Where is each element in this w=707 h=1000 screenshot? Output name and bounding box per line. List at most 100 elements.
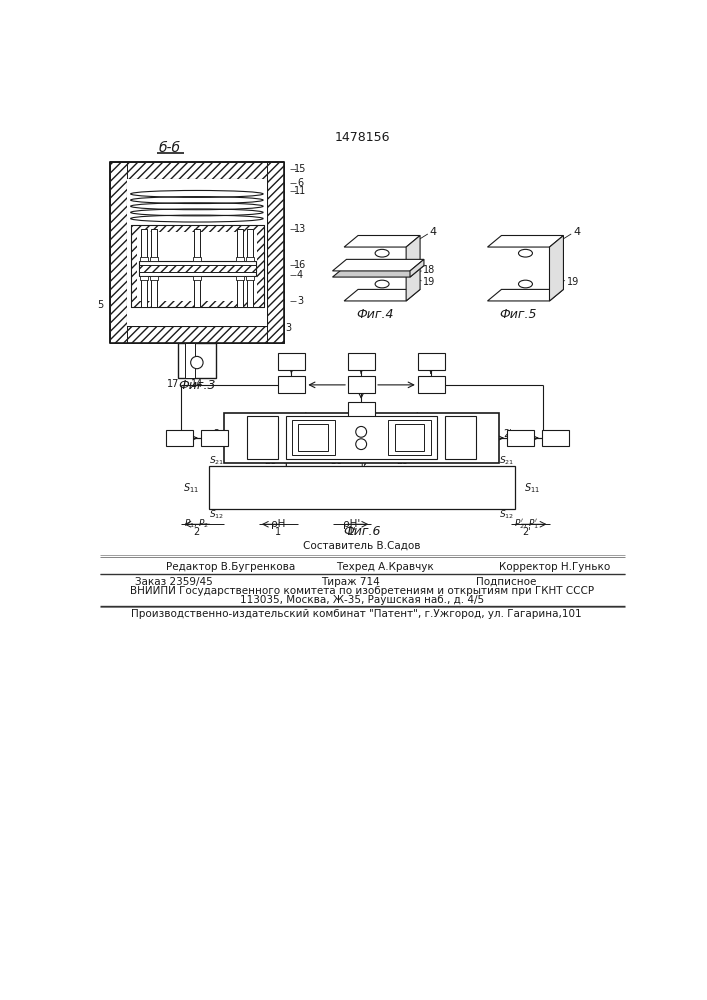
Text: Фиг.6: Фиг.6	[343, 525, 380, 538]
Ellipse shape	[375, 280, 389, 288]
Text: 25: 25	[207, 433, 221, 443]
Text: 18: 18	[340, 440, 351, 449]
Text: ρH: ρH	[271, 519, 286, 529]
Text: 4: 4	[430, 227, 437, 237]
Text: 3: 3	[285, 323, 291, 333]
Bar	[279, 353, 305, 370]
Bar	[151, 276, 158, 280]
Text: 2': 2'	[522, 527, 531, 537]
Text: 30: 30	[330, 456, 342, 466]
Text: 3: 3	[297, 296, 303, 306]
Bar	[298, 424, 328, 451]
Polygon shape	[344, 289, 420, 301]
Bar	[247, 416, 279, 459]
Text: Фиг.5: Фиг.5	[500, 308, 537, 321]
Text: Техред А.Кравчук: Техред А.Кравчук	[337, 562, 434, 572]
Text: 17: 17	[168, 379, 180, 389]
Bar	[151, 229, 158, 307]
Bar	[542, 430, 569, 446]
Text: 26: 26	[354, 405, 368, 415]
Text: 6: 6	[297, 178, 303, 188]
Bar	[348, 376, 375, 393]
Text: $S_{22}$: $S_{22}$	[226, 475, 241, 489]
Text: $Ce$: $Ce$	[226, 488, 240, 500]
Text: 1': 1'	[359, 462, 368, 472]
Text: $-j\beta\ell_2$: $-j\beta\ell_2$	[376, 475, 401, 488]
Bar	[292, 420, 335, 455]
Text: 14: 14	[191, 379, 203, 389]
Polygon shape	[410, 259, 424, 277]
Text: $C_0$: $C_0$	[382, 488, 395, 500]
Text: 1': 1'	[348, 527, 356, 537]
Text: 23: 23	[424, 357, 438, 367]
Text: б-б: б-б	[159, 141, 181, 155]
Text: 18: 18	[423, 265, 436, 275]
Text: 23: 23	[285, 357, 298, 367]
Bar	[445, 416, 476, 459]
Text: 4: 4	[573, 227, 580, 237]
Bar	[267, 162, 284, 343]
Text: $-j\beta\ell_1$: $-j\beta\ell_1$	[271, 475, 296, 488]
Bar	[418, 376, 445, 393]
Circle shape	[191, 356, 203, 369]
Bar	[151, 257, 158, 261]
Text: 5: 5	[98, 300, 104, 310]
Bar	[507, 430, 534, 446]
Text: Корректор Н.Гунько: Корректор Н.Гунько	[499, 562, 610, 572]
Text: 11: 11	[294, 186, 306, 196]
Polygon shape	[488, 235, 563, 247]
Text: 27: 27	[340, 427, 351, 436]
Text: 2: 2	[213, 429, 219, 439]
Text: Заказ 2359/45: Заказ 2359/45	[135, 577, 213, 587]
Bar	[110, 162, 127, 343]
Text: $S_{12}$: $S_{12}$	[499, 509, 515, 521]
Circle shape	[356, 426, 367, 437]
Text: 19: 19	[566, 277, 579, 287]
Text: 24: 24	[549, 433, 561, 443]
Text: 2': 2'	[503, 429, 512, 439]
Bar	[236, 276, 244, 280]
Text: Производственно-издательский комбинат "Патент", г.Ужгород, ул. Гагарина,101: Производственно-издательский комбинат "П…	[131, 609, 582, 619]
Bar	[395, 424, 424, 451]
Text: 2: 2	[194, 527, 200, 537]
Bar	[286, 416, 437, 459]
Text: 25: 25	[257, 433, 269, 443]
Text: Редактор В.Бугренкова: Редактор В.Бугренкова	[166, 562, 295, 572]
Bar	[193, 257, 201, 261]
Bar	[348, 402, 375, 419]
Polygon shape	[344, 235, 420, 247]
Bar	[110, 326, 284, 343]
Ellipse shape	[375, 249, 389, 257]
Text: $P_1,P_2$: $P_1,P_2$	[185, 518, 209, 530]
Text: 20: 20	[355, 357, 368, 367]
Bar	[139, 265, 256, 272]
Polygon shape	[332, 259, 424, 271]
Bar	[209, 466, 515, 509]
Bar	[194, 229, 200, 307]
Bar	[131, 225, 264, 307]
Bar	[418, 353, 445, 370]
Bar	[110, 162, 284, 343]
Bar	[137, 232, 257, 301]
Text: Фиг.4: Фиг.4	[356, 308, 394, 321]
Text: Тираж 714: Тираж 714	[321, 577, 380, 587]
Text: ВНИИПИ Государственного комитета по изобретениям и открытиям при ГКНТ СССР: ВНИИПИ Государственного комитета по изоб…	[130, 586, 594, 596]
Text: 19: 19	[423, 277, 436, 287]
Bar	[247, 257, 255, 261]
Ellipse shape	[518, 280, 532, 288]
Text: $S_{22}$: $S_{22}$	[431, 475, 447, 489]
Bar	[166, 430, 193, 446]
Polygon shape	[549, 235, 563, 301]
Bar	[140, 276, 148, 280]
Bar	[110, 162, 284, 179]
Text: 29: 29	[396, 456, 409, 466]
Text: 15: 15	[294, 164, 306, 174]
Bar	[388, 420, 431, 455]
Text: $S_{12}$: $S_{12}$	[209, 509, 224, 521]
Text: 4: 4	[297, 270, 303, 280]
Bar	[141, 229, 147, 307]
Text: $P_2',P_1'$: $P_2',P_1'$	[514, 517, 539, 531]
Bar	[237, 229, 243, 307]
Bar	[127, 179, 267, 326]
Text: 1478156: 1478156	[335, 131, 390, 144]
